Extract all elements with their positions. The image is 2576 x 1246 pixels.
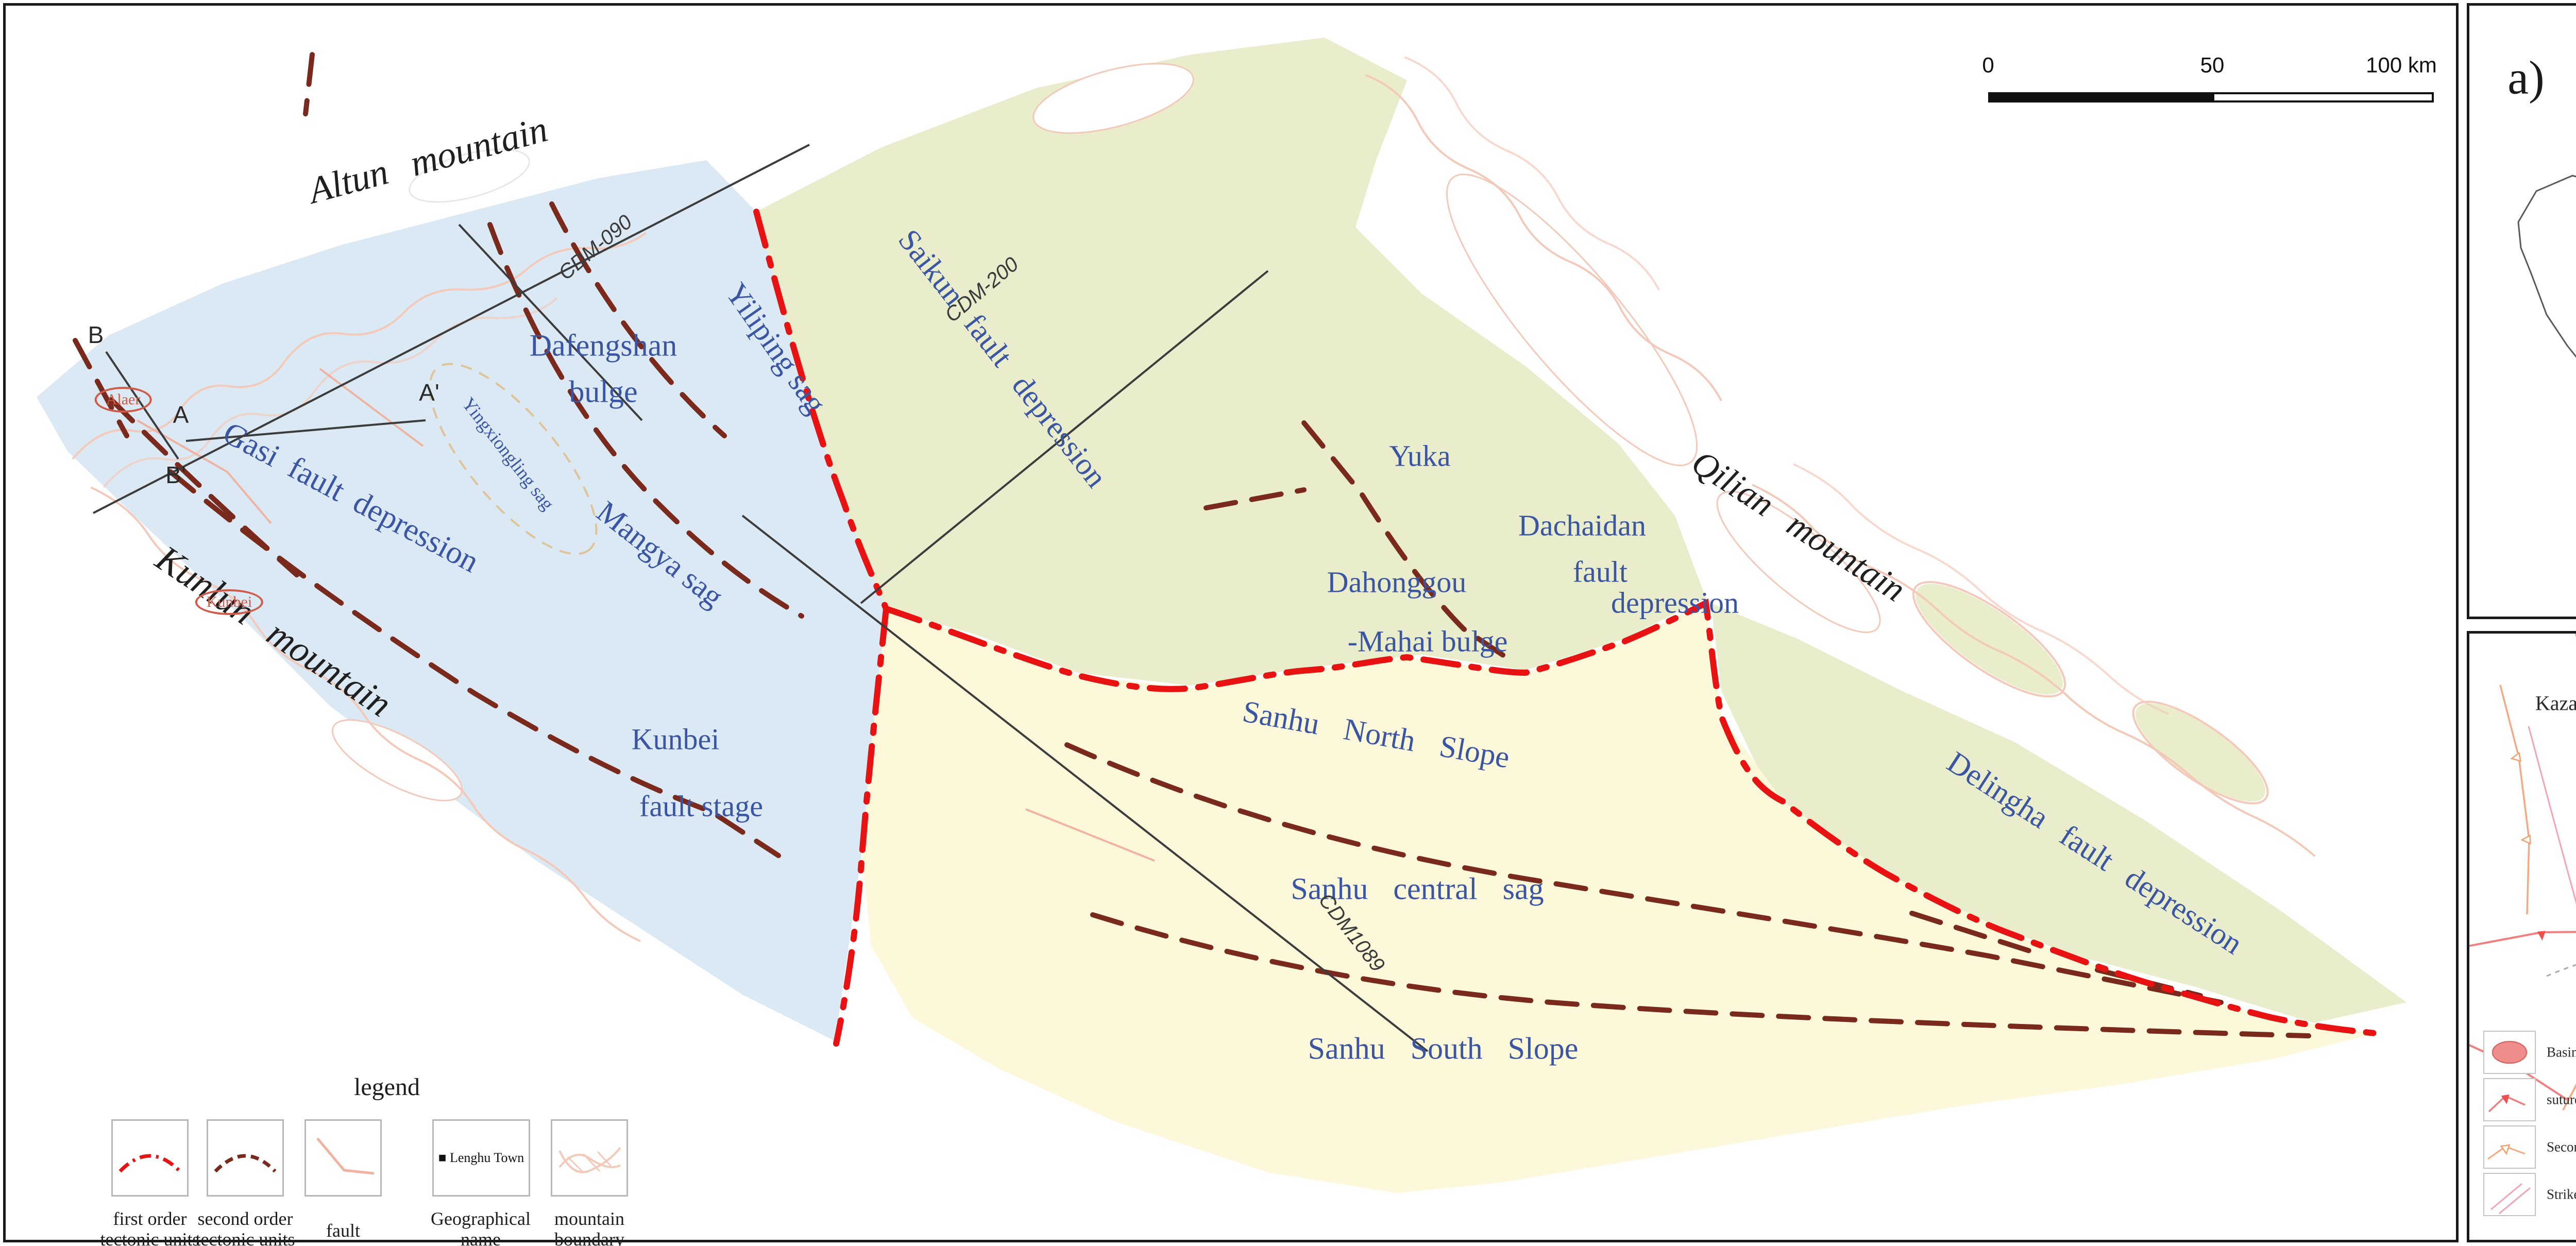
label-dafengshan-1: Dafengshan [529,328,677,363]
white-patch [1032,63,1194,134]
first-order-boundaries [753,209,2379,1047]
mountain-boundary-sample [558,1147,621,1173]
secondary-subduction-zones [2499,634,2576,1111]
white-patch-qilian [1446,174,1698,466]
town-alaer: Alaer [94,387,152,413]
section-label-b: B [88,321,104,349]
legend-label-second-order: second order tectonic units [195,1208,295,1246]
legend-box-mountain-boundary [551,1119,628,1197]
legend-town-sample: Lenghu Town [449,1150,524,1165]
label-sanhu-south: Sanhu South Slope [1308,1031,1579,1066]
label-dahonggou-2: -Mahai bulge [1347,624,1508,658]
section-label-b-prime: B' [165,462,186,489]
label-dachaidan-2: fault [1572,555,1628,589]
section-label-a: A [173,401,189,429]
label-kunbei-2: fault stage [639,789,763,823]
china-location-map: a) Beijing ★ Qaidam Basin [2467,3,2576,619]
plates-legend-suture-zone: suture zone [2547,1091,2576,1107]
region-west-blue [37,160,886,1041]
legend-label-fault: fault [326,1220,360,1241]
legend-box-geographical-name: ■ Lenghu Town [432,1119,530,1197]
strike-slip-faults [2528,726,2576,905]
region-north-olive [756,38,1706,686]
label-dachaidan-3: depression [1611,586,1739,620]
first-order-sample [118,1154,181,1173]
scale-bar-white [2212,92,2434,103]
fault-sample [316,1137,375,1175]
legend-label-first-order: first order tectonic units [100,1208,200,1246]
plates-legend-secondary-subduction: Secondary Subduction zone [2547,1139,2576,1155]
main-map-geometry [37,38,2406,1193]
region-delingha-olive [1711,603,2406,1023]
section-label-a-prime: A' [419,379,439,406]
region-south-yellow [862,603,2376,1193]
label-dahonggou-1: Dahonggou [1327,565,1467,599]
second-order-sample [214,1154,277,1173]
mountain-boundary-lines [72,56,2316,942]
legend-label-mountain-boundary: mountain boundary [554,1208,624,1246]
qaidam-basin-tectonic-map: Altun mountain Kunlun mountain Qilian mo… [3,3,2459,1246]
town-square-icon: ■ [438,1150,447,1165]
white-patch [409,148,530,203]
plates-legend-samples [2483,1031,2536,1216]
tectonic-plates-map: Kazakhstan plate Siberian Plate Tarim Pl… [2467,631,2576,1242]
plate-kazakhstan: Kazakhstan plate [2535,691,2576,715]
second-order-boundaries [73,52,2311,1038]
legend-label-geographical-name: Geographical name [431,1208,531,1246]
olive-patch [1916,584,2063,695]
plates-legend-strike-slip: Strike-slip fault zone [2547,1186,2576,1202]
tarim-outline [2546,964,2576,977]
legend-box-fault [304,1119,382,1197]
scale-bar-black [1988,92,2212,103]
white-patch [1716,490,1881,634]
white-patch [331,719,463,801]
olive-patch [2135,703,2266,802]
legend-box-second-order [207,1119,284,1197]
section-lines [93,144,1429,1052]
plates-geometry [2469,634,2576,1216]
scale-100km: 100 km [2366,53,2437,77]
label-dafengshan-2: bulge [569,374,638,409]
scale-0: 0 [1982,53,1994,77]
fault-lines [137,368,1155,862]
legend-title: legend [354,1073,420,1101]
town-kunbei: Kunbei [195,589,264,615]
plates-legend-basin-location: Basin location [2547,1044,2576,1060]
scale-50: 50 [2200,53,2225,77]
label-kunbei-1: Kunbei [631,722,720,756]
panel-a-tag: a) [2507,51,2545,104]
legend-box-first-order [111,1119,189,1197]
label-yuka: Yuka [1389,439,1451,473]
yingxiongling-outline [429,363,598,555]
label-dachaidan-1: Dachaidan [1518,508,1646,542]
label-sanhu-central: Sanhu central sag [1291,872,1544,906]
